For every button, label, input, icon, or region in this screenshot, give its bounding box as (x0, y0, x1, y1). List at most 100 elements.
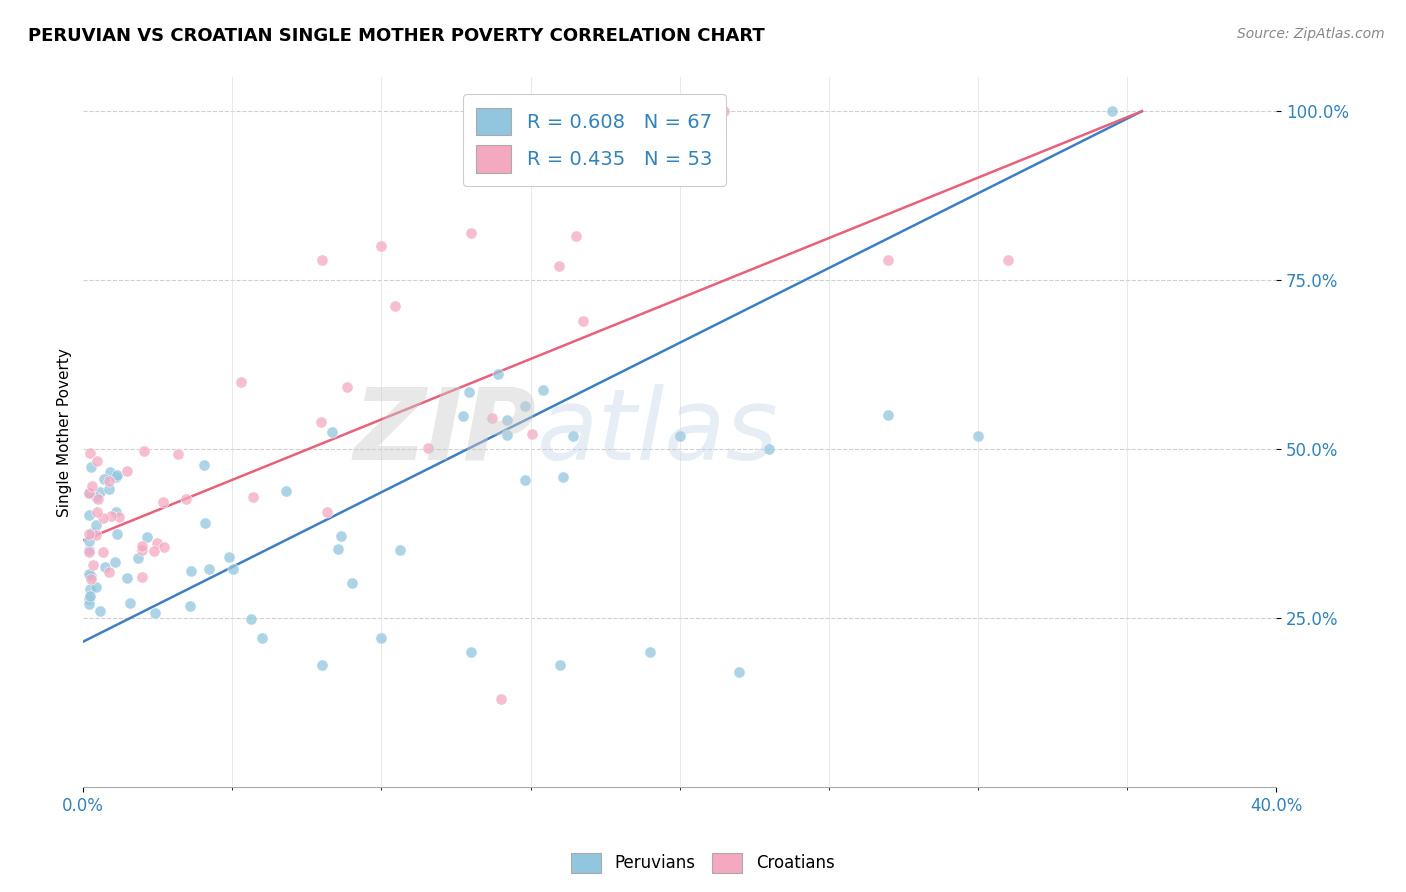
Point (167, 447, 190, 461)
Point (624, 104, 647, 119)
Point (758, 442, 780, 456)
Point (550, 658, 572, 673)
Point (197, 562, 219, 576)
Point (131, 570, 153, 584)
Point (311, 658, 333, 673)
Point (89, 485, 111, 500)
Point (80, 526, 103, 541)
Point (142, 544, 165, 558)
Point (131, 543, 153, 558)
Point (77, 545, 100, 559)
Y-axis label: Single Mother Poverty: Single Mother Poverty (58, 348, 72, 516)
Point (513, 473, 536, 487)
Point (86, 454, 108, 468)
Point (728, 665, 751, 679)
Point (370, 239, 392, 253)
Point (342, 576, 364, 591)
Point (457, 384, 479, 399)
Point (100, 509, 122, 524)
Point (520, 427, 543, 442)
Point (94, 560, 117, 574)
Point (89, 604, 111, 618)
Legend: Peruvians, Croatians: Peruvians, Croatians (565, 847, 841, 880)
Point (108, 510, 131, 524)
Point (551, 469, 574, 483)
Point (117, 571, 139, 585)
Point (77, 486, 100, 500)
Point (218, 549, 240, 564)
Point (84, 528, 107, 542)
Point (84, 491, 107, 505)
Point (179, 599, 201, 614)
Point (91, 511, 114, 525)
Point (713, 104, 735, 119)
Point (531, 383, 554, 397)
Point (104, 505, 127, 519)
Point (242, 490, 264, 504)
Point (644, 104, 666, 119)
Point (84, 581, 107, 595)
Point (481, 411, 503, 425)
Point (562, 428, 585, 442)
Point (98, 482, 121, 496)
Point (418, 441, 440, 455)
Point (77, 533, 100, 548)
Point (77, 567, 100, 582)
Point (79, 589, 101, 603)
Point (86, 505, 108, 519)
Point (152, 495, 174, 509)
Point (638, 645, 661, 659)
Point (460, 226, 482, 240)
Point (513, 399, 536, 413)
Point (134, 444, 156, 458)
Point (84, 518, 107, 533)
Point (79, 582, 101, 597)
Point (93, 472, 115, 486)
Point (571, 314, 593, 328)
Text: Source: ZipAtlas.com: Source: ZipAtlas.com (1237, 27, 1385, 41)
Point (79, 542, 101, 557)
Point (98, 465, 121, 479)
Point (250, 631, 273, 645)
Point (194, 516, 217, 530)
Point (79, 572, 101, 586)
Point (565, 228, 588, 243)
Point (120, 596, 142, 610)
Point (496, 413, 519, 427)
Text: atlas: atlas (537, 384, 778, 481)
Point (229, 375, 252, 389)
Point (82, 479, 104, 493)
Point (683, 104, 706, 119)
Point (496, 428, 519, 442)
Point (877, 252, 900, 267)
Point (548, 260, 571, 274)
Point (136, 530, 159, 544)
Point (79, 446, 101, 460)
Point (451, 409, 474, 424)
Point (143, 606, 166, 620)
Point (329, 529, 352, 543)
Point (388, 543, 411, 558)
Point (564, 104, 586, 119)
Point (174, 491, 197, 506)
Point (311, 252, 333, 267)
Point (370, 631, 392, 645)
Point (131, 539, 153, 553)
Point (145, 536, 167, 550)
Point (997, 252, 1019, 267)
Point (153, 540, 176, 554)
Point (127, 550, 149, 565)
Point (77, 486, 100, 500)
Point (77, 508, 100, 522)
Point (105, 469, 128, 483)
Point (460, 645, 482, 659)
Point (193, 458, 215, 472)
Point (79, 460, 101, 475)
Point (98, 565, 121, 579)
Point (239, 612, 262, 626)
Point (104, 556, 127, 570)
Point (180, 564, 202, 578)
Point (97, 475, 120, 489)
Point (328, 542, 350, 557)
Point (384, 300, 406, 314)
